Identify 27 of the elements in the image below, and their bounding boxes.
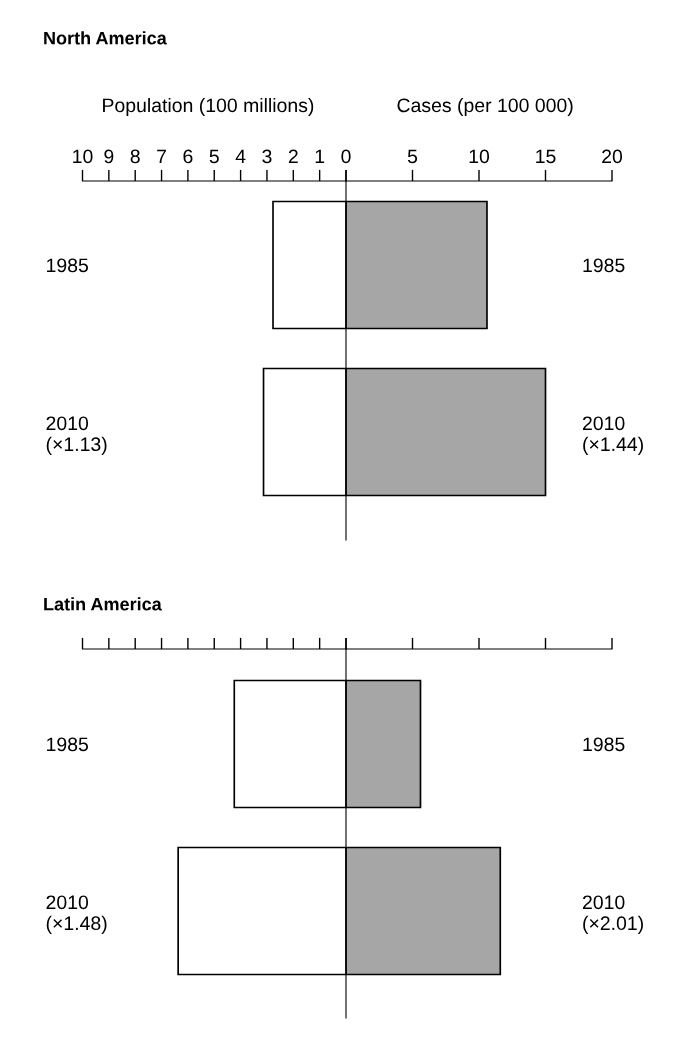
y-tick-label: 2010 (×2.01) <box>582 895 643 934</box>
x-tick-label: 5 <box>209 149 219 164</box>
x-tick-label: 7 <box>157 149 166 164</box>
y-tick-label: 1985 <box>583 258 625 273</box>
y-tick-label: 1985 <box>583 737 625 752</box>
x-tick-label: 20 <box>602 149 623 164</box>
x-tick-label: 1 <box>315 149 325 164</box>
chart-title: North America <box>44 31 167 45</box>
x-tick-label: 0 <box>341 149 351 164</box>
x-tick-label: 3 <box>262 149 272 164</box>
x-tick-label: 6 <box>183 149 193 164</box>
x-axis-title: Cases (per 100 000) <box>397 97 573 117</box>
chart-title: Latin America <box>44 597 162 611</box>
x-tick-label: 10 <box>73 149 93 164</box>
x-tick-label: 2 <box>288 149 298 164</box>
x-tick-label: 5 <box>407 149 418 164</box>
y-tick-label: 2010 (×1.13) <box>46 416 107 455</box>
y-tick-label: 2010 (×1.48) <box>46 895 107 934</box>
y-tick-label: 1985 <box>47 258 88 273</box>
y-tick-label: 1985 <box>47 737 88 752</box>
x-tick-label: 8 <box>130 149 140 164</box>
y-tick-label: 2010 (×1.44) <box>582 416 643 455</box>
x-axis-title: Population (100 millions) <box>103 97 314 117</box>
x-tick-label: 15 <box>536 149 556 164</box>
x-tick-label: 4 <box>235 149 246 164</box>
x-tick-label: 9 <box>104 149 114 164</box>
x-tick-label: 10 <box>469 149 490 164</box>
